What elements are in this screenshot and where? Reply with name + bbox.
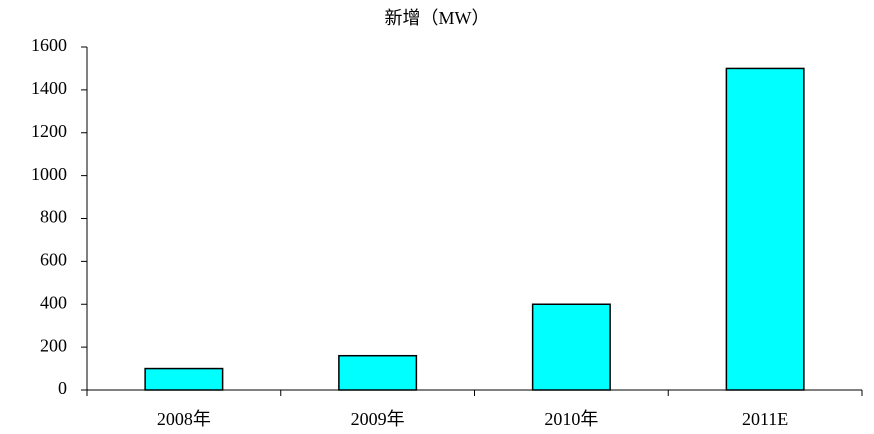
y-tick-label: 800: [40, 207, 67, 227]
x-tick-label: 2010年: [544, 409, 598, 429]
y-tick-label: 200: [40, 335, 67, 355]
bar: [531, 303, 611, 391]
bar: [338, 354, 418, 391]
y-tick-label: 1200: [31, 121, 67, 141]
x-tick-label: 2008年: [157, 409, 211, 429]
y-tick-label: 1600: [31, 35, 67, 55]
x-tick-label: 2011E: [742, 409, 788, 429]
y-tick-label: 0: [58, 378, 67, 398]
bar: [144, 367, 224, 391]
y-tick-label: 1400: [31, 78, 67, 98]
chart-title: 新增（MW）: [385, 8, 490, 28]
y-tick-label: 600: [40, 250, 67, 270]
x-tick-label: 2009年: [351, 409, 405, 429]
y-tick-label: 1000: [31, 164, 67, 184]
y-tick-label: 400: [40, 292, 67, 312]
bar: [725, 67, 805, 391]
